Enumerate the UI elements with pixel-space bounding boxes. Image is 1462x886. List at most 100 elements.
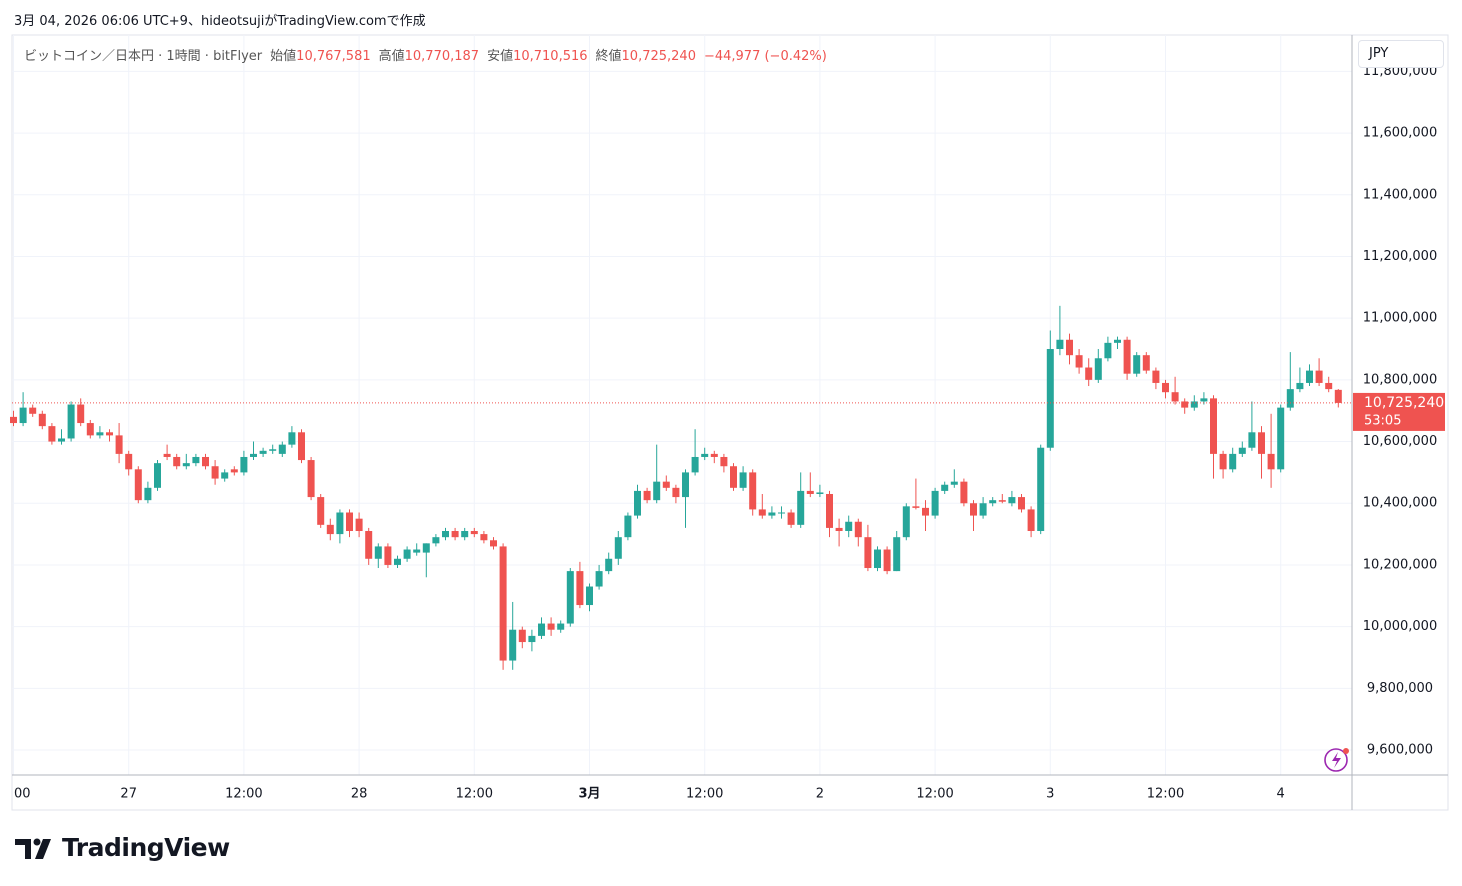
x-tick-label: 00 [14,787,31,802]
candle-body [1104,342,1112,359]
x-tick-label: 12:00 [225,787,262,802]
candle-body [240,456,248,473]
currency-button[interactable]: JPY [1358,40,1444,68]
candle-body [960,481,968,504]
candle-body [10,416,17,424]
candle-body [816,492,824,494]
candle-body [1229,453,1237,470]
candle-body [1219,453,1227,470]
candle-body [739,472,747,488]
candle-body [1162,382,1169,393]
ohlc-name: 安値 [487,49,514,64]
brand: TradingView [62,833,230,862]
y-tick-label: 11,400,000 [1363,187,1437,202]
candle-body [278,444,286,454]
candle-body [86,423,94,436]
candle-body [134,469,142,501]
candle-body [221,472,229,479]
candle-body [1037,447,1045,532]
y-tick-label: 11,200,000 [1363,249,1437,264]
candle-body [586,586,593,606]
candle-body [58,438,65,442]
candle-body [691,456,699,473]
candle-body [509,629,517,661]
candle-body [710,453,718,457]
candle-body [595,571,603,587]
candle-body [1190,401,1198,408]
candle-body [653,481,661,501]
candle-body [902,506,910,538]
ohlc-value: 10,725,240 [621,49,696,64]
candle-body [893,537,901,572]
candle-body [1171,392,1179,402]
candle-body [950,481,958,485]
x-tick-label: 12:00 [686,787,723,802]
candle-body [125,453,133,470]
symbol: ビットコイン／日本円 · 1時間 · bitFlyer [24,49,263,64]
candle-body [1315,370,1323,383]
candle-body [998,500,1006,502]
candle-body [778,512,785,514]
candle-body [1296,382,1304,390]
candle-body [77,404,85,424]
candle-body [787,512,795,525]
last-price-box [1353,392,1445,431]
grid [12,35,1352,775]
y-tick-label: 10,800,000 [1363,372,1437,387]
candle-body [96,432,104,436]
candle-body [230,469,238,473]
x-tick-label: 3 [1046,787,1054,802]
ohlc-value: 10,767,581 [296,49,371,64]
x-tick-label: 12:00 [456,787,493,802]
candle-body [1066,339,1073,356]
y-tick-label: 11,000,000 [1363,311,1437,326]
candle-body [202,456,209,467]
candle-body [470,531,478,535]
candle-body [941,484,949,491]
ohlc-name: 終値 [595,49,622,64]
y-tick-label: 10,400,000 [1363,496,1437,511]
candle-body [576,571,584,606]
candle-body [634,490,641,516]
logo-icon [15,838,51,859]
candle-body [1008,497,1016,504]
candle-body [163,453,171,457]
x-tick-label: 12:00 [1147,787,1184,802]
candle-body [365,531,373,559]
candle-body [1267,453,1275,470]
candle-body [19,407,27,424]
candle-body [451,531,459,538]
y-tick-label: 10,600,000 [1363,434,1437,449]
candle-body [797,490,805,525]
candle-body [1325,382,1333,390]
change: −44,977 (−0.42%) [703,49,827,64]
y-tick-label: 9,800,000 [1367,681,1433,696]
candle-body [883,549,891,572]
candle-body [1142,355,1150,371]
x-tick-label: 4 [1277,787,1285,802]
candle-body [394,558,401,565]
candle-body [144,487,152,501]
x-tick-label: 2 [816,787,824,802]
candle-body [490,540,497,547]
candle-body [355,518,363,532]
candle-body [1200,398,1208,402]
candle-body [643,490,651,501]
y-tick-label: 10,000,000 [1363,619,1437,634]
alert-icon[interactable] [1324,748,1349,772]
candle-body [173,456,181,467]
countdown: 53:05 [1364,413,1401,428]
candle-body [662,481,670,488]
ohlc-name: 高値 [378,49,405,64]
candle-body [605,558,613,572]
candle-body [854,521,862,538]
candle-body [1238,447,1246,454]
candle-body [1056,339,1064,350]
candle-body [38,413,46,427]
candle-body [518,629,526,643]
candle-body [317,497,325,525]
candle-body [547,623,555,630]
x-tick-label: 3月 [578,787,600,802]
